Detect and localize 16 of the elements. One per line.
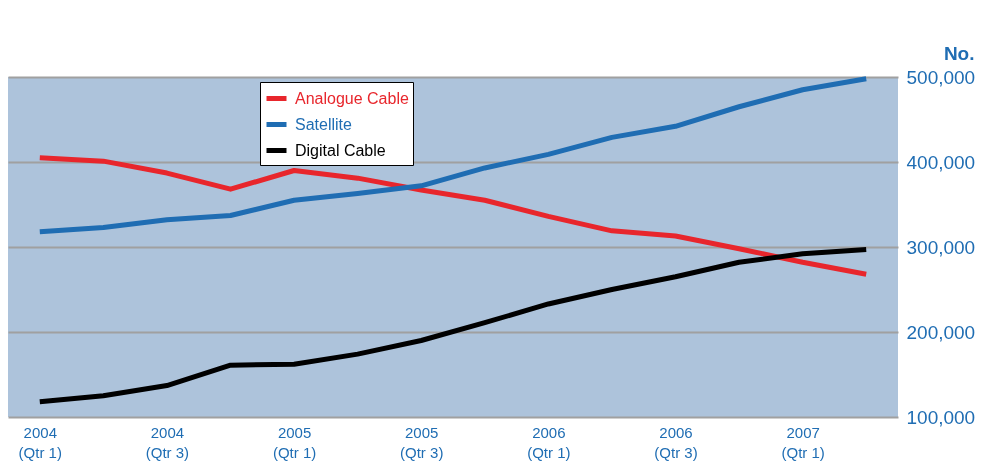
y-tick-label: 200,000 <box>906 321 976 343</box>
y-tick-label: 100,000 <box>906 406 976 428</box>
x-tick-label: 2006 (Qtr 1) <box>527 423 571 461</box>
x-tick-label: 2005 (Qtr 3) <box>400 423 444 461</box>
y-tick-label: 400,000 <box>906 151 976 173</box>
x-tick-label: 2004 (Qtr 3) <box>145 423 190 461</box>
legend-label: Analogue Cable <box>295 89 409 107</box>
x-tick-label: 2005 (Qtr 1) <box>272 423 317 461</box>
y-axis-title: No. <box>943 42 975 64</box>
y-tick-label: 500,000 <box>906 66 976 88</box>
x-tick-label: 2007 (Qtr 1) <box>781 423 825 461</box>
x-tick-label: 2004 (Qtr 1) <box>18 423 62 461</box>
x-tick-label: 2006 (Qtr 3) <box>654 423 698 461</box>
legend-label: Satellite <box>295 115 353 133</box>
y-tick-label: 300,000 <box>906 236 976 258</box>
legend-label: Digital Cable <box>295 141 386 159</box>
